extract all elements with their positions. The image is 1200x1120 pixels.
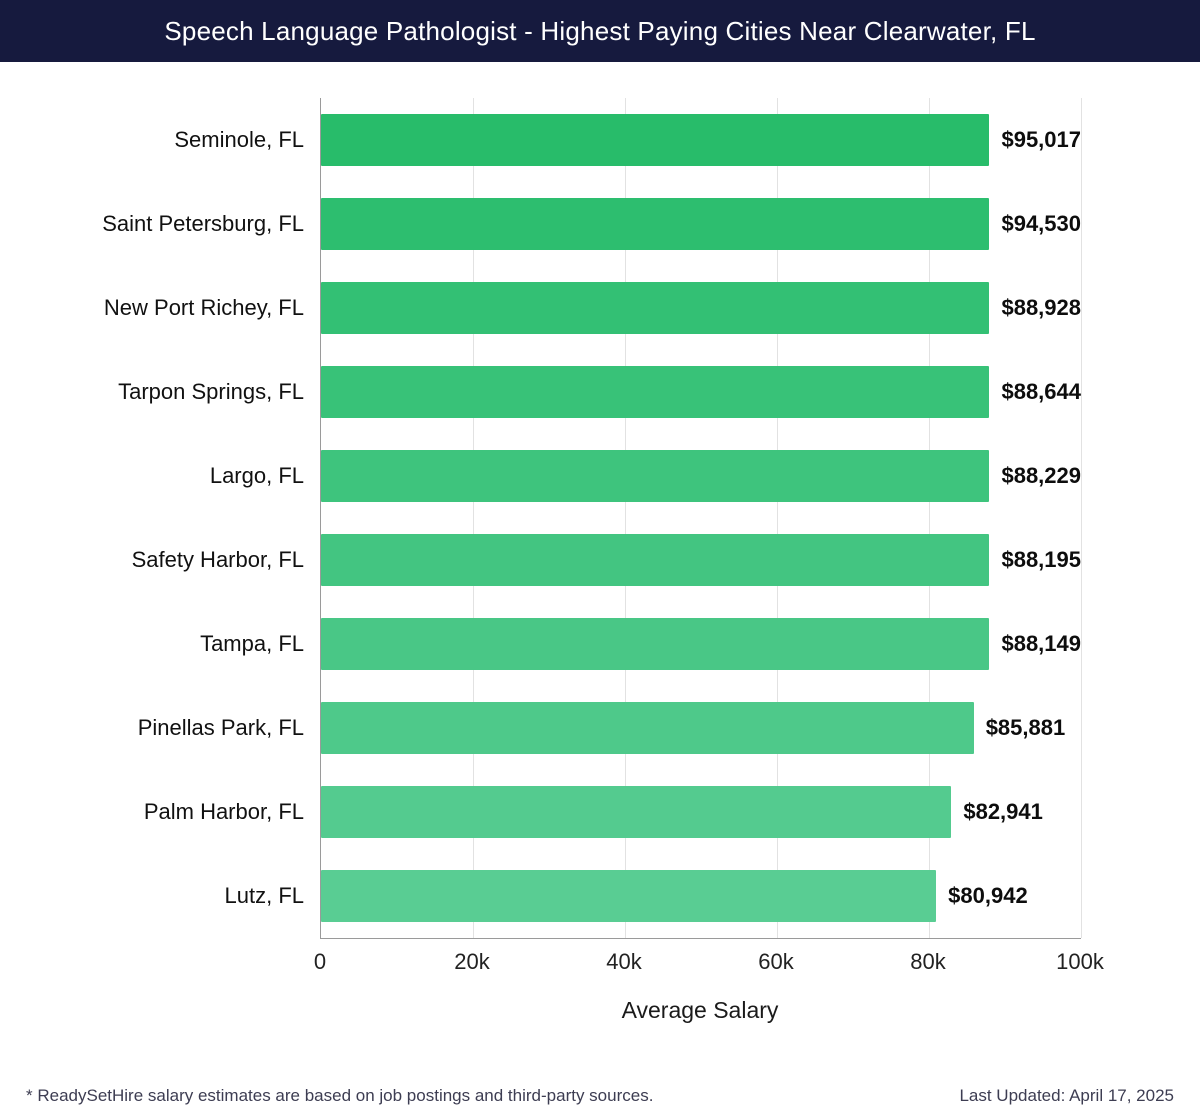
x-tick-label: 100k xyxy=(1056,949,1104,974)
gridline xyxy=(625,98,626,938)
bar-row: $82,941 xyxy=(321,770,1081,854)
bar-row: $94,530 xyxy=(321,182,1081,266)
bar-row: $88,229 xyxy=(321,434,1081,518)
bar-value-label: $85,881 xyxy=(985,715,1066,740)
bar-row: $95,017 xyxy=(321,98,1081,182)
gridline xyxy=(473,98,474,938)
bar-value-label: $94,530 xyxy=(1001,211,1081,236)
footer: * ReadySetHire salary estimates are base… xyxy=(0,1086,1200,1106)
bar-row: $88,928 xyxy=(321,266,1081,350)
bars-area: $95,017 $94,530 $88,928 $88,644 $88,229 $88,1… xyxy=(321,98,1081,938)
gridline xyxy=(777,98,778,938)
bar-row: $88,149 xyxy=(321,602,1081,686)
category-label: Safety Harbor, FL xyxy=(131,547,304,572)
x-tick-label: 20k xyxy=(454,949,490,974)
gridline xyxy=(1081,98,1082,938)
category-label: Seminole, FL xyxy=(174,127,304,152)
x-axis: 0 20k 40k 60k 80k 100k xyxy=(314,939,1104,979)
chart-title-bar: Speech Language Pathologist - Highest Pa… xyxy=(0,0,1200,62)
chart: Seminole, FL Saint Petersburg, FL New Port… xyxy=(0,98,1200,1024)
plot-area: $95,017 $94,530 $88,928 $88,644 $88,229 $88,1… xyxy=(320,98,1082,939)
category-label: Pinellas Park, FL xyxy=(137,715,304,740)
category-label: Tampa, FL xyxy=(200,631,304,656)
bar xyxy=(321,702,974,754)
x-tick-label: 80k xyxy=(910,949,946,974)
bar xyxy=(321,450,990,502)
footer-last-updated: Last Updated: April 17, 2025 xyxy=(959,1086,1174,1105)
bar-value-label: $88,195 xyxy=(1001,547,1081,572)
x-axis-title: Average Salary xyxy=(621,997,779,1023)
category-label: Palm Harbor, FL xyxy=(143,799,304,824)
bar-row: $85,881 xyxy=(321,686,1081,770)
bar-value-label: $95,017 xyxy=(1001,127,1081,152)
bar-row: $88,195 xyxy=(321,518,1081,602)
bar xyxy=(321,366,990,418)
bar xyxy=(321,198,990,250)
category-label: Largo, FL xyxy=(209,463,304,488)
bar-value-label: $88,149 xyxy=(1001,631,1081,656)
bar xyxy=(321,870,937,922)
category-labels: Seminole, FL Saint Petersburg, FL New Port… xyxy=(0,98,320,939)
x-tick-label: 0 xyxy=(313,949,327,974)
category-label: Lutz, FL xyxy=(224,883,304,908)
footer-note: * ReadySetHire salary estimates are base… xyxy=(26,1086,654,1105)
bar xyxy=(321,114,990,166)
bar-value-label: $88,644 xyxy=(1001,379,1081,404)
bar-row: $88,644 xyxy=(321,350,1081,434)
bar-value-label: $82,941 xyxy=(963,799,1043,824)
category-label: Tarpon Springs, FL xyxy=(118,379,304,404)
x-tick-label: 40k xyxy=(606,949,642,974)
gridline xyxy=(929,98,930,938)
category-label: New Port Richey, FL xyxy=(103,295,304,320)
chart-title: Speech Language Pathologist - Highest Pa… xyxy=(164,15,1036,46)
bar xyxy=(321,534,990,586)
bar xyxy=(321,282,990,334)
bar-row: $80,942 xyxy=(321,854,1081,938)
bar-value-label: $80,942 xyxy=(948,883,1028,908)
bar-value-label: $88,928 xyxy=(1001,295,1081,320)
x-tick-label: 60k xyxy=(758,949,794,974)
bar xyxy=(321,618,990,670)
bar-value-label: $88,229 xyxy=(1001,463,1081,488)
category-label: Saint Petersburg, FL xyxy=(102,211,304,236)
bar xyxy=(321,786,952,838)
